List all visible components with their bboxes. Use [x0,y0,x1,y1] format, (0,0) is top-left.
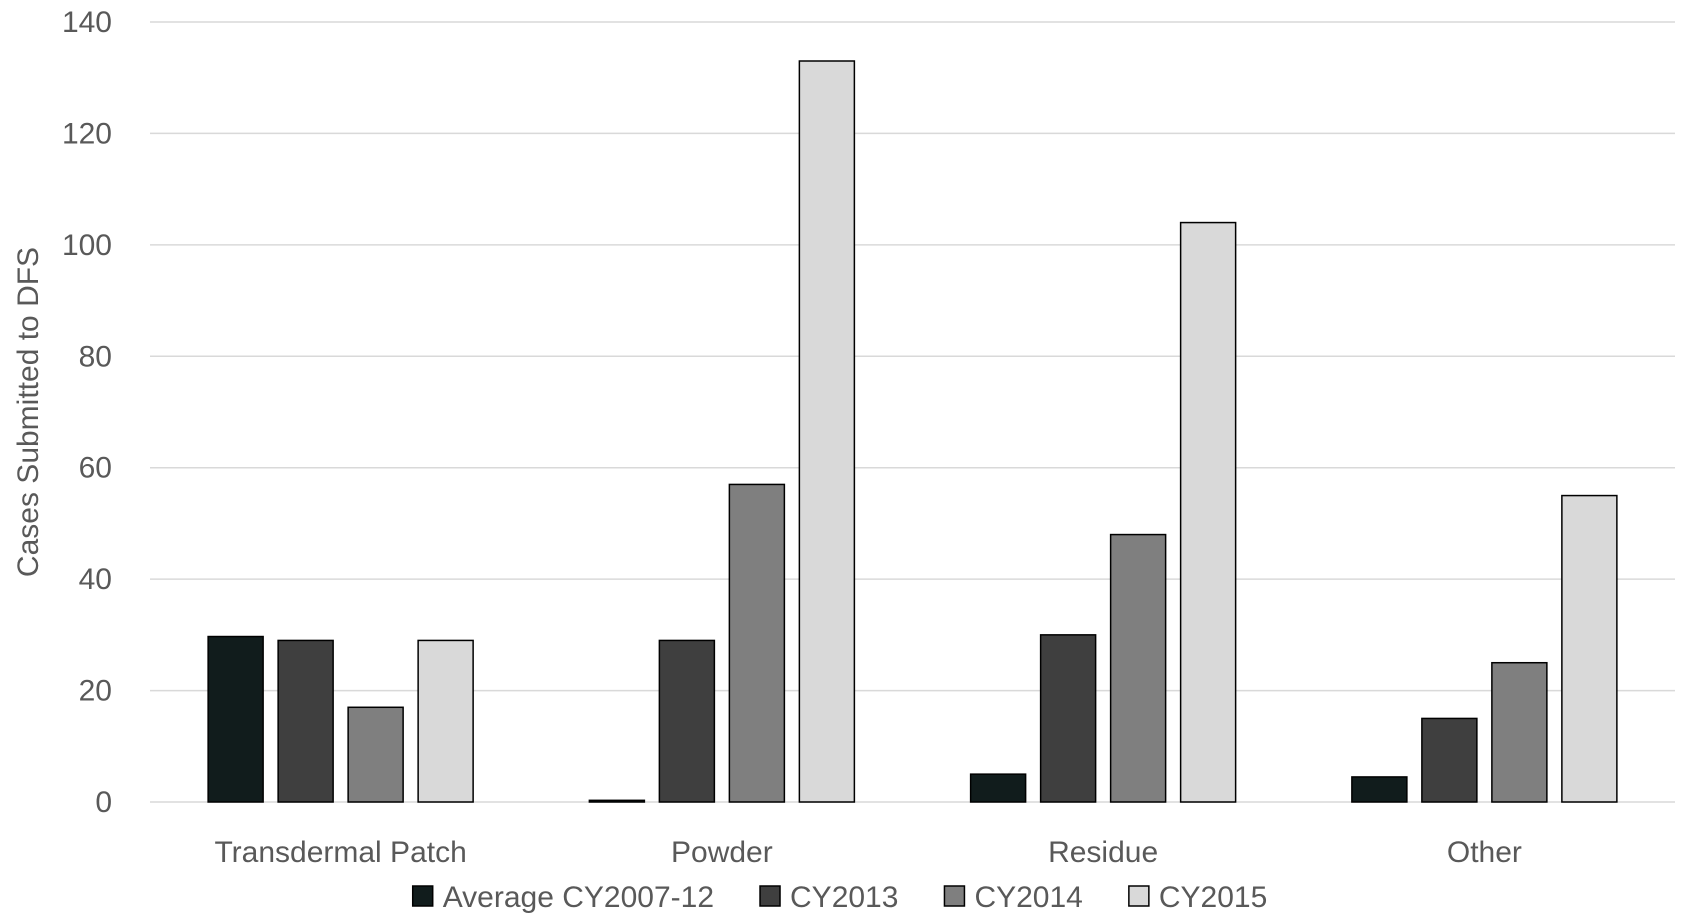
bar [728,483,786,803]
y-tick-label: 120 [62,117,112,150]
y-tick-label: 60 [79,452,112,485]
legend-label: CY2015 [1159,881,1267,914]
legend-swatch [411,885,434,907]
category-label: Transdermal Patch [214,836,466,869]
bar [1179,221,1237,803]
bar [417,639,474,803]
bar [347,706,404,803]
gridlines [150,21,1675,803]
bar [277,639,334,803]
bar [969,773,1027,803]
bar [1491,661,1548,803]
legend-label: CY2014 [974,881,1082,914]
y-tick-label: 40 [79,563,112,596]
legend-swatch [759,885,781,907]
bar [1421,717,1478,803]
bars [207,60,1618,803]
legend-label: CY2013 [790,881,898,914]
category-label: Other [1447,836,1522,869]
bar [1351,776,1408,803]
bar [207,635,264,803]
bar [1109,533,1167,803]
y-tick-label: 20 [79,675,112,708]
y-tick-labels: 0 20 40 60 80 100 120 140 [62,6,112,819]
category-label: Residue [1048,836,1158,869]
bar [658,639,716,803]
y-tick-label: 100 [62,229,112,262]
y-tick-label: 140 [62,6,112,39]
y-tick-label: 0 [95,786,112,819]
legend-label: Average CY2007-12 [443,881,714,914]
bar [588,799,646,803]
bar [1039,634,1097,803]
legend: Average CY2007-12 CY2013 CY2014 CY2015 [411,881,1267,914]
y-axis-title: Cases Submitted to DFS [12,247,45,577]
legend-swatch [1128,885,1150,907]
bar [798,60,856,803]
legend-swatch [943,885,966,907]
category-labels: Transdermal Patch Powder Residue Other [214,836,1521,869]
bar [1561,494,1618,803]
y-tick-label: 80 [79,340,112,373]
category-label: Powder [671,836,773,869]
